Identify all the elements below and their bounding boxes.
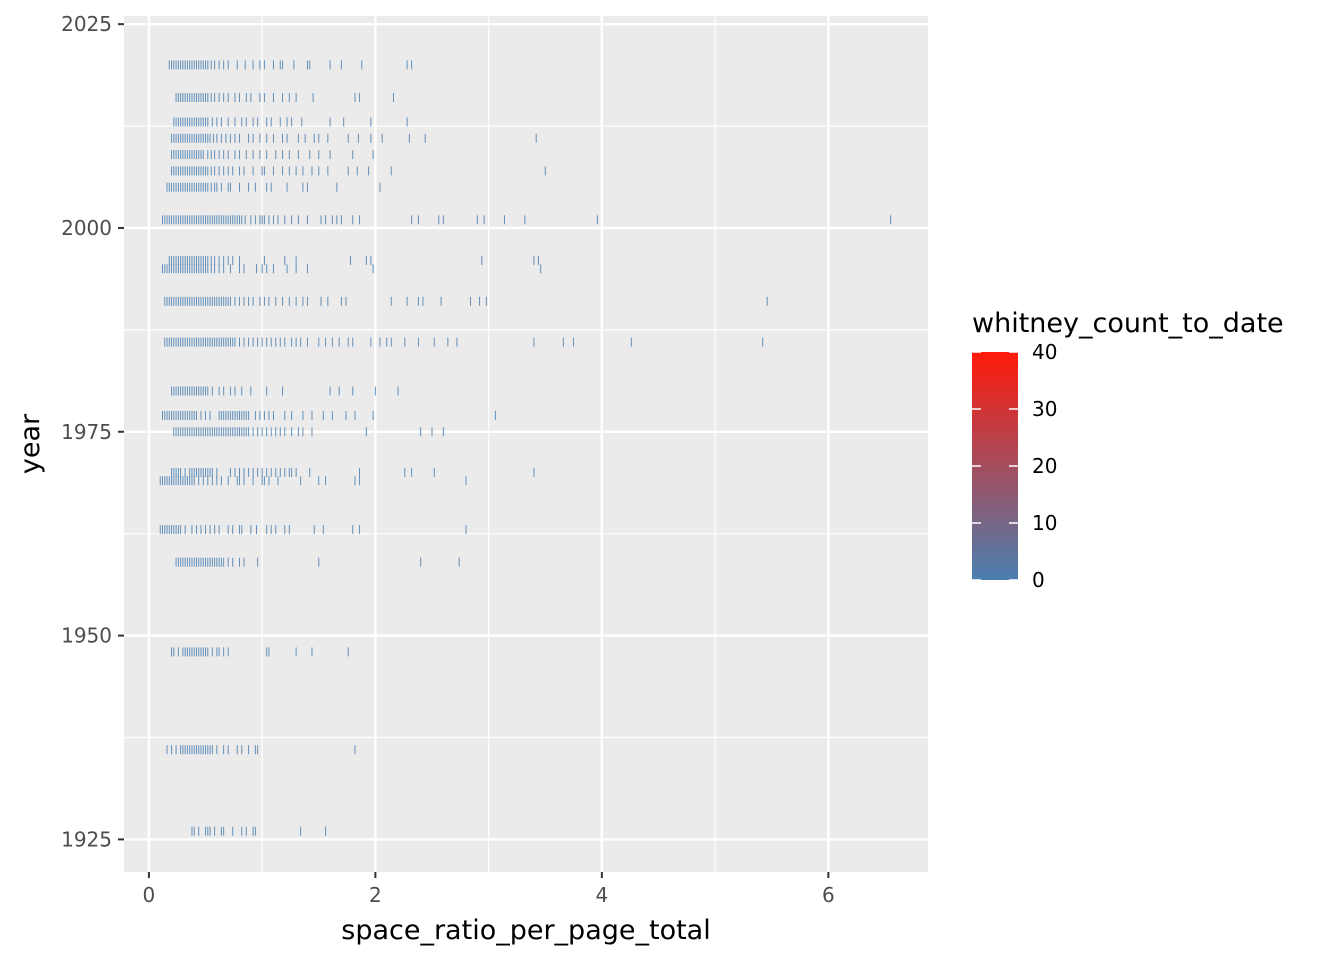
data-marks	[159, 60, 892, 836]
x-axis-title: space_ratio_per_page_total	[341, 915, 710, 946]
x-tick-label: 0	[143, 883, 156, 907]
y-tick-label: 2025	[61, 12, 112, 36]
y-axis-title: year	[15, 413, 46, 474]
legend-tick-label: 0	[1032, 568, 1045, 592]
x-tick-label: 2	[369, 883, 382, 907]
axes: 0 2 4 6 1925 1950 1975 2000 2025	[61, 12, 835, 907]
legend-tick-label: 40	[1032, 340, 1057, 364]
legend-tick-label: 10	[1032, 511, 1057, 535]
y-tick-label: 1925	[61, 827, 112, 851]
y-tick-label: 1975	[61, 420, 112, 444]
x-tick-label: 6	[822, 883, 835, 907]
y-tick-label: 2000	[61, 216, 112, 240]
legend-tick-label: 20	[1032, 454, 1057, 478]
legend-ticks: 0 10 20 30 40	[972, 340, 1057, 592]
legend-tick-label: 30	[1032, 397, 1057, 421]
color-legend: whitney_count_to_date 0 10 20 30 40	[972, 308, 1284, 592]
plot-panel	[124, 16, 928, 872]
legend-title: whitney_count_to_date	[972, 308, 1284, 339]
y-tick-label: 1950	[61, 624, 112, 648]
x-tick-label: 4	[596, 883, 609, 907]
